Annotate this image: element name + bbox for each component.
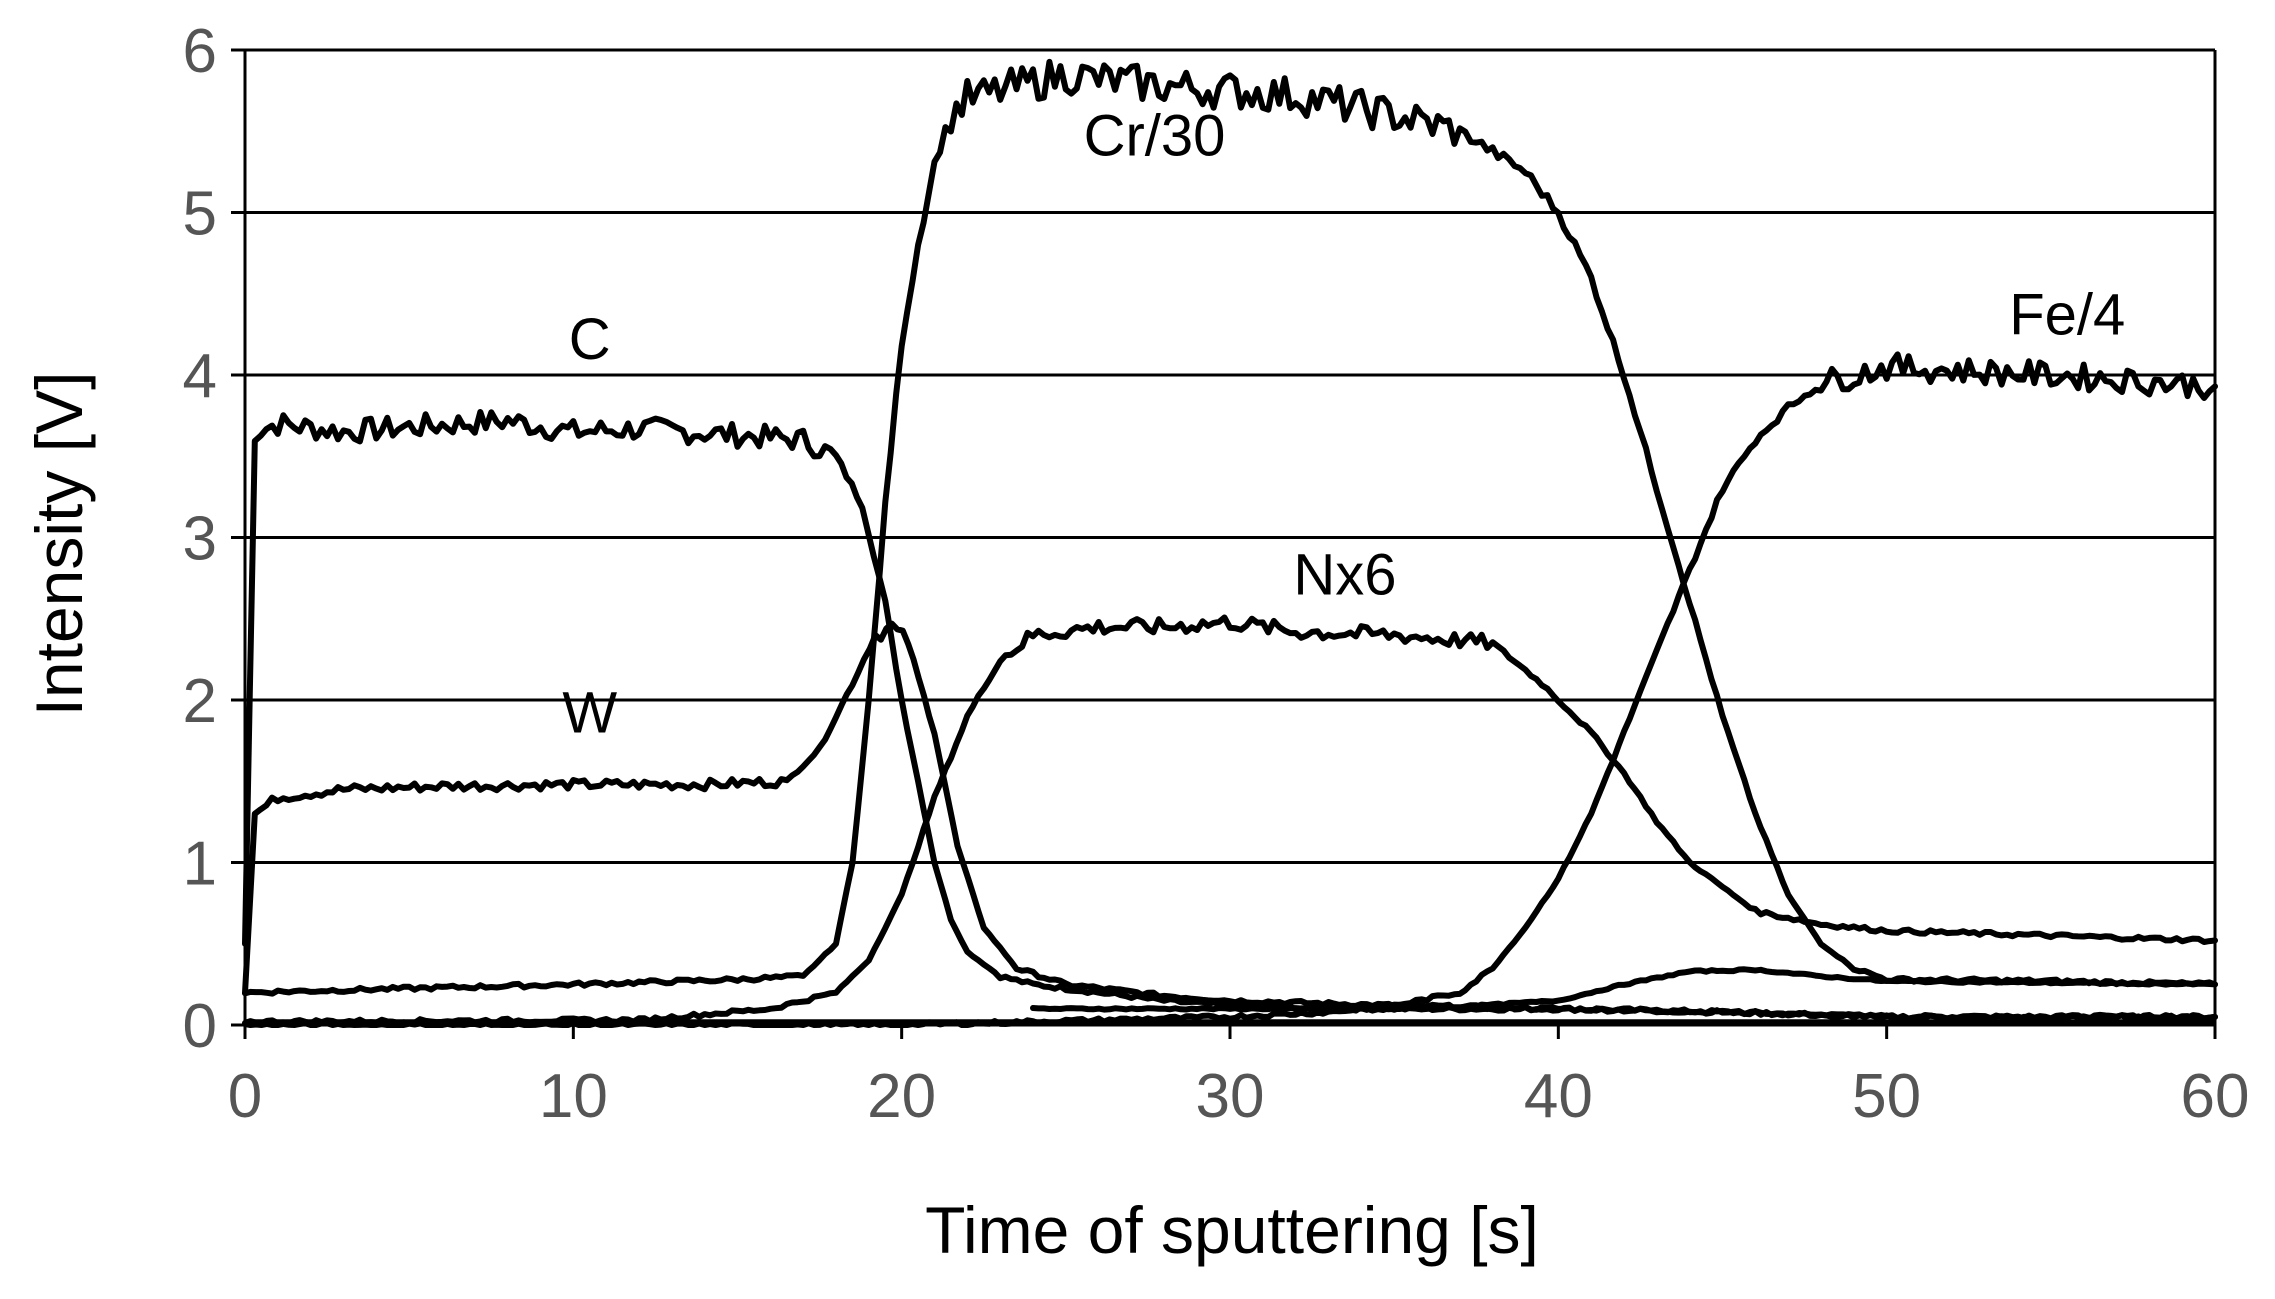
series-label-fe-4: Fe/4 bbox=[2009, 282, 2125, 347]
x-tick-label: 60 bbox=[2181, 1062, 2250, 1131]
y-tick-label: 4 bbox=[183, 342, 217, 411]
y-tick-label: 1 bbox=[183, 830, 217, 899]
x-tick-label: 40 bbox=[1524, 1062, 1593, 1131]
series-line-unlabeled bbox=[1030, 966, 2218, 1013]
x-tick-labels: 0 10 20 30 40 50 60 bbox=[228, 1062, 2250, 1131]
series-line-cr-30 bbox=[242, 58, 2218, 997]
y-tick-label: 3 bbox=[183, 505, 217, 574]
y-tick-label: 2 bbox=[183, 667, 217, 736]
x-tick-label: 20 bbox=[867, 1062, 936, 1131]
y-tick-label: 0 bbox=[183, 992, 217, 1061]
series-labels: C W Cr/30 Nx6 Fe/4 bbox=[562, 104, 2125, 746]
x-tick-label: 50 bbox=[1852, 1062, 1921, 1131]
series-line-w bbox=[242, 620, 2218, 1022]
x-axis-title: Time of sputtering [s] bbox=[925, 1193, 1539, 1267]
grid-lines bbox=[245, 48, 2215, 864]
series-label-cr-30: Cr/30 bbox=[1084, 104, 1226, 169]
y-axis-title: Intensity [V] bbox=[22, 372, 96, 717]
y-tick-label: 6 bbox=[183, 17, 217, 86]
series-label-nx6: Nx6 bbox=[1293, 542, 1396, 607]
axes bbox=[231, 48, 2217, 1039]
x-tick-label: 30 bbox=[1196, 1062, 1265, 1131]
y-tick-labels: 0 1 2 3 4 5 6 bbox=[183, 17, 217, 1061]
series-label-w: W bbox=[562, 681, 617, 746]
x-tick-label: 0 bbox=[228, 1062, 262, 1131]
series-label-c: C bbox=[569, 307, 611, 372]
series-line-c bbox=[242, 409, 2218, 1022]
series-lines bbox=[242, 58, 2218, 1028]
x-tick-label: 10 bbox=[539, 1062, 608, 1131]
y-tick-label: 5 bbox=[183, 180, 217, 249]
series-line-fe-4 bbox=[242, 351, 2218, 1028]
series-line-nx6 bbox=[242, 614, 2218, 1027]
